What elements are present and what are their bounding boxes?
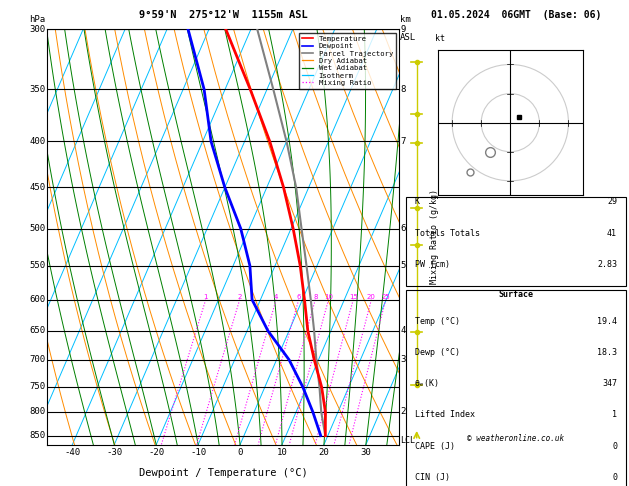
Text: 1: 1 — [203, 294, 208, 300]
Text: 300: 300 — [30, 25, 45, 34]
Text: Temp (°C): Temp (°C) — [415, 317, 460, 326]
Text: 2.83: 2.83 — [597, 260, 617, 269]
Text: Dewpoint / Temperature (°C): Dewpoint / Temperature (°C) — [139, 468, 308, 478]
Text: kt: kt — [435, 34, 445, 43]
Text: 5: 5 — [400, 261, 406, 270]
Text: 6: 6 — [296, 294, 301, 300]
Text: 20: 20 — [318, 448, 330, 457]
Text: © weatheronline.co.uk: © weatheronline.co.uk — [467, 434, 564, 443]
Text: -10: -10 — [190, 448, 206, 457]
Text: 2: 2 — [238, 294, 242, 300]
Text: 10: 10 — [324, 294, 333, 300]
Text: 400: 400 — [30, 137, 45, 146]
Legend: Temperature, Dewpoint, Parcel Trajectory, Dry Adiabat, Wet Adiabat, Isotherm, Mi: Temperature, Dewpoint, Parcel Trajectory… — [299, 33, 396, 89]
Text: 9°59'N  275°12'W  1155m ASL: 9°59'N 275°12'W 1155m ASL — [139, 10, 308, 20]
Text: θₑ(K): θₑ(K) — [415, 379, 440, 388]
Text: 7: 7 — [400, 137, 406, 146]
Text: Surface: Surface — [498, 291, 533, 299]
Text: 600: 600 — [30, 295, 45, 304]
Text: 350: 350 — [30, 85, 45, 94]
Text: km: km — [400, 15, 411, 24]
Text: PW (cm): PW (cm) — [415, 260, 450, 269]
Text: 25: 25 — [381, 294, 390, 300]
Text: CIN (J): CIN (J) — [415, 473, 450, 482]
Text: 41: 41 — [607, 228, 617, 238]
Text: 9: 9 — [400, 25, 406, 34]
Text: 800: 800 — [30, 407, 45, 417]
Text: 18.3: 18.3 — [597, 348, 617, 357]
Text: 1: 1 — [612, 410, 617, 419]
Text: 4: 4 — [400, 327, 406, 335]
Text: Mixing Ratio (g/kg): Mixing Ratio (g/kg) — [430, 190, 439, 284]
Text: 500: 500 — [30, 224, 45, 233]
Text: -20: -20 — [148, 448, 164, 457]
Text: 650: 650 — [30, 327, 45, 335]
Text: 15: 15 — [349, 294, 358, 300]
Text: 8: 8 — [313, 294, 318, 300]
Text: 30: 30 — [360, 448, 371, 457]
Text: 850: 850 — [30, 431, 45, 440]
Text: ASL: ASL — [400, 34, 416, 42]
Text: Totals Totals: Totals Totals — [415, 228, 479, 238]
Text: 29: 29 — [607, 197, 617, 207]
Text: 0: 0 — [237, 448, 243, 457]
Text: 750: 750 — [30, 382, 45, 391]
Text: 450: 450 — [30, 183, 45, 192]
Text: LCL: LCL — [400, 435, 415, 445]
Text: 550: 550 — [30, 261, 45, 270]
Text: 6: 6 — [400, 224, 406, 233]
Text: 347: 347 — [602, 379, 617, 388]
Text: hPa: hPa — [30, 15, 45, 24]
Text: 4: 4 — [274, 294, 278, 300]
Text: CAPE (J): CAPE (J) — [415, 442, 455, 451]
Text: 10: 10 — [277, 448, 287, 457]
Text: -30: -30 — [106, 448, 122, 457]
Text: -40: -40 — [64, 448, 81, 457]
Text: Lifted Index: Lifted Index — [415, 410, 474, 419]
Text: 2: 2 — [400, 407, 406, 417]
Text: K: K — [415, 197, 420, 207]
Text: 01.05.2024  06GMT  (Base: 06): 01.05.2024 06GMT (Base: 06) — [431, 10, 601, 20]
Text: 20: 20 — [367, 294, 376, 300]
Text: 3: 3 — [400, 355, 406, 364]
Text: 0: 0 — [612, 442, 617, 451]
Bar — [406, 197, 626, 286]
Text: 19.4: 19.4 — [597, 317, 617, 326]
Text: 700: 700 — [30, 355, 45, 364]
Text: Dewp (°C): Dewp (°C) — [415, 348, 460, 357]
Text: 0: 0 — [612, 473, 617, 482]
Bar — [406, 291, 626, 486]
Text: 8: 8 — [400, 85, 406, 94]
